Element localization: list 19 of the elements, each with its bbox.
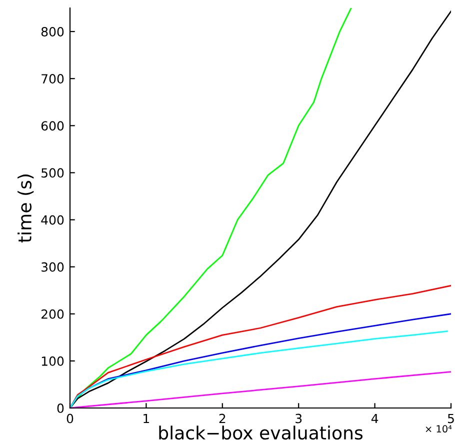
y-tick-label: 500 [42,168,64,178]
y-axis-title: time (s) [18,174,34,243]
line-series [70,330,448,408]
y-tick-label: 0 [57,403,64,413]
x-tick-label: 2 [219,414,226,424]
x-axis-title: black−box evaluations [159,426,363,440]
x-tick-label: 1 [144,414,150,424]
x-tick-label: 4 [371,414,378,424]
x-tick-label: 3 [296,414,302,424]
y-tick-label: 200 [42,309,64,319]
y-tick-label: 700 [42,74,64,84]
x-tick-label: 5 [448,414,454,424]
y-tick-label: 400 [41,215,64,225]
y-tick-label: 600 [41,121,64,131]
x-tick-label: 0 [66,414,74,424]
y-tick-label: 800 [41,27,64,36]
y-tick-label: 300 [42,262,64,272]
text: × 10⁴ [426,425,452,433]
y-tick-label: 100 [42,356,64,366]
